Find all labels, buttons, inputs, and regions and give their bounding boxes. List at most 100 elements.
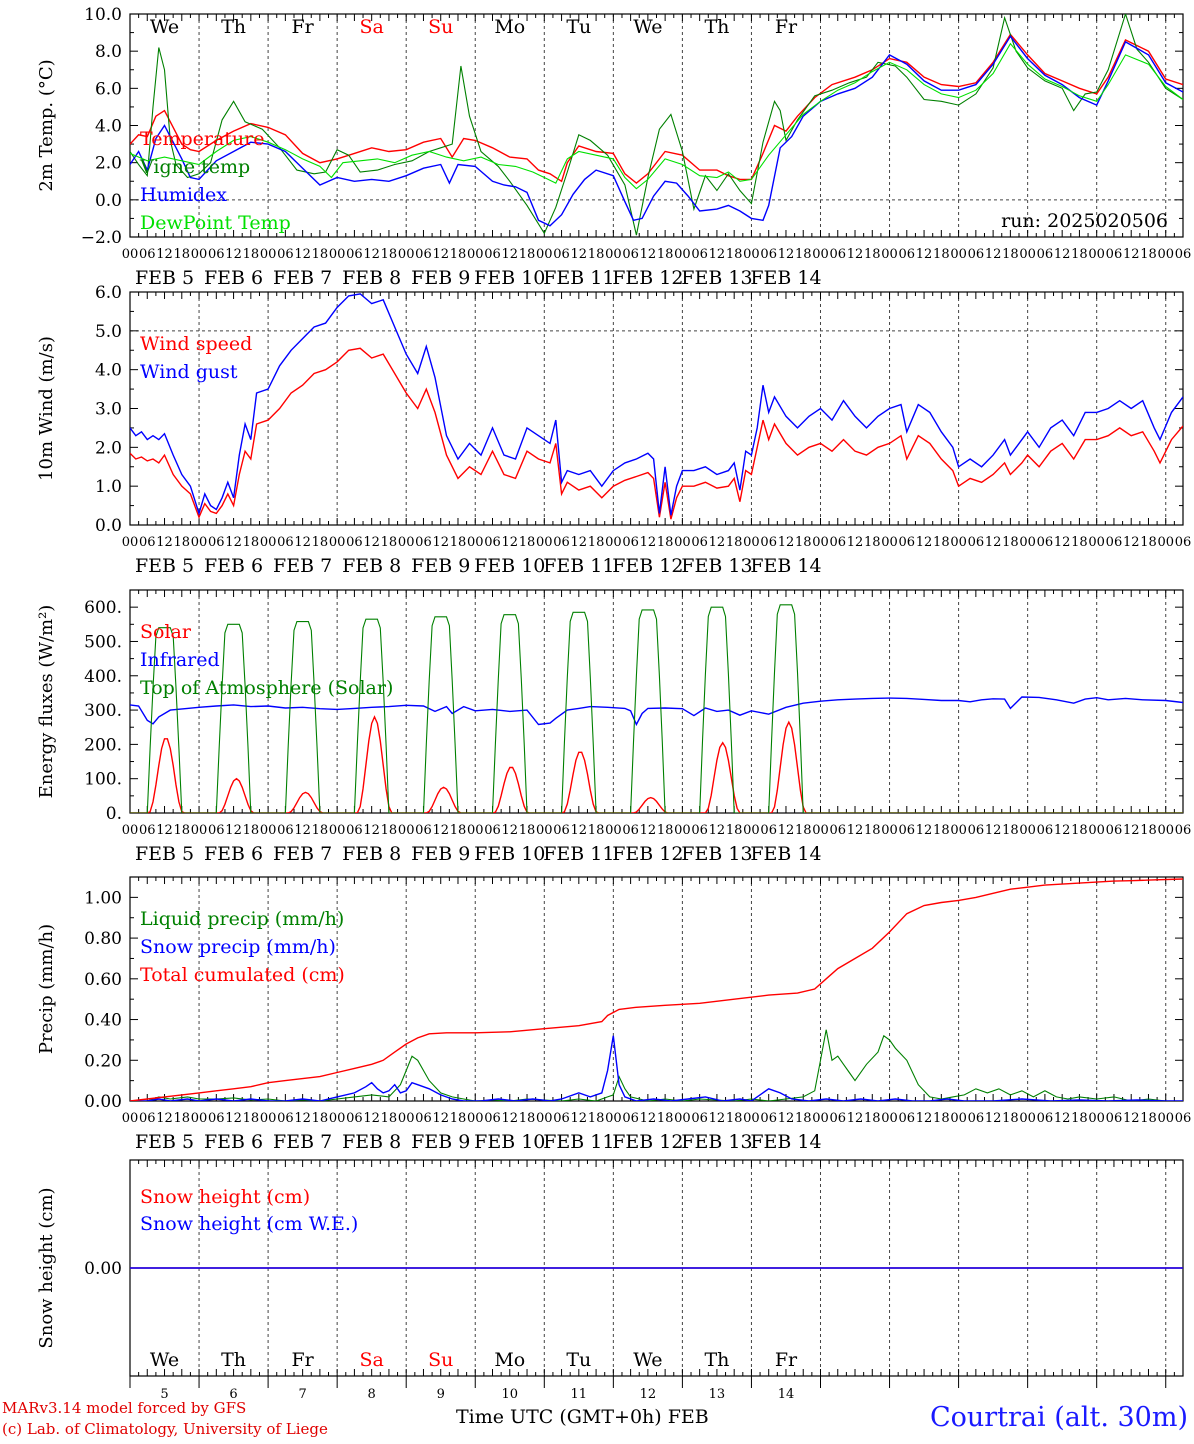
hour-tick-label: 12 bbox=[778, 535, 795, 550]
hour-tick-label: 18 bbox=[864, 1111, 881, 1126]
hour-tick-label: 06 bbox=[1106, 823, 1123, 838]
hour-tick-label: 18 bbox=[312, 823, 329, 838]
hour-tick-label: 06 bbox=[139, 823, 156, 838]
day-name: Sa bbox=[360, 1349, 384, 1371]
hour-tick-label: 06 bbox=[139, 1111, 156, 1126]
day-name: Th bbox=[704, 16, 729, 38]
series-line-dewpoint-temp bbox=[130, 42, 1183, 190]
hour-tick-label: 06 bbox=[553, 247, 570, 262]
hour-tick-label: 06 bbox=[622, 247, 639, 262]
hour-tick-label: 00 bbox=[1157, 823, 1174, 838]
hour-tick-label: 12 bbox=[778, 247, 795, 262]
hour-tick-label: 00 bbox=[605, 823, 622, 838]
hour-tick-label: 00 bbox=[260, 535, 277, 550]
hour-tick-label: 12 bbox=[778, 1111, 795, 1126]
hour-tick-label: 18 bbox=[795, 1111, 812, 1126]
hour-tick-label: 00 bbox=[1157, 535, 1174, 550]
hour-tick-label: 06 bbox=[622, 823, 639, 838]
hour-tick-label: 12 bbox=[225, 1111, 242, 1126]
y-tick-label: 0.00 bbox=[84, 1259, 122, 1279]
day-name: Sa bbox=[360, 16, 384, 38]
hour-tick-label: 18 bbox=[1002, 247, 1019, 262]
day-name: Fr bbox=[775, 16, 798, 38]
hour-tick-label: 18 bbox=[1140, 247, 1157, 262]
day-name: We bbox=[633, 16, 662, 38]
legend-entry: Total cumulated (cm) bbox=[140, 964, 345, 986]
hour-tick-label: 18 bbox=[795, 535, 812, 550]
day-name: Th bbox=[221, 16, 246, 38]
date-label: FEB 6 bbox=[204, 555, 263, 577]
y-tick-label: 10.0 bbox=[84, 5, 122, 25]
hour-tick-label: 18 bbox=[174, 1111, 191, 1126]
hour-tick-label: 12 bbox=[1123, 1111, 1140, 1126]
hour-tick-label: 06 bbox=[1175, 823, 1192, 838]
hour-tick-label: 18 bbox=[933, 1111, 950, 1126]
date-label: FEB 9 bbox=[411, 267, 470, 289]
hour-tick-label: 18 bbox=[726, 535, 743, 550]
hour-tick-label: 18 bbox=[588, 535, 605, 550]
hour-tick-label: 00 bbox=[881, 823, 898, 838]
hour-tick-label: 18 bbox=[174, 247, 191, 262]
hour-tick-label: 00 bbox=[743, 823, 760, 838]
date-label: FEB 5 bbox=[135, 555, 194, 577]
day-number: 10 bbox=[501, 1387, 518, 1402]
day-name: Th bbox=[221, 1349, 246, 1371]
hour-tick-label: 06 bbox=[899, 823, 916, 838]
y-tick-label: 4.0 bbox=[95, 117, 122, 137]
hour-tick-label: 00 bbox=[122, 1111, 139, 1126]
hour-tick-label: 12 bbox=[225, 823, 242, 838]
hour-tick-label: 06 bbox=[899, 247, 916, 262]
hour-tick-label: 12 bbox=[432, 247, 449, 262]
hour-tick-label: 06 bbox=[208, 823, 225, 838]
hour-tick-label: 00 bbox=[536, 247, 553, 262]
day-number: 13 bbox=[709, 1387, 726, 1402]
series-line-vigne-temp bbox=[130, 14, 1183, 236]
date-label: FEB 9 bbox=[411, 843, 470, 865]
hour-tick-label: 06 bbox=[277, 247, 294, 262]
y-tick-label: 100. bbox=[84, 770, 122, 790]
hour-tick-label: 18 bbox=[450, 535, 467, 550]
hour-tick-label: 06 bbox=[691, 823, 708, 838]
hour-tick-label: 18 bbox=[312, 247, 329, 262]
hour-tick-label: 12 bbox=[1054, 1111, 1071, 1126]
hour-tick-label: 12 bbox=[709, 823, 726, 838]
hour-tick-label: 18 bbox=[657, 1111, 674, 1126]
hour-tick-label: 06 bbox=[968, 1111, 985, 1126]
x-axis-title: Time UTC (GMT+0h) FEB bbox=[456, 1406, 709, 1428]
hour-tick-label: 12 bbox=[985, 535, 1002, 550]
hour-tick-label: 18 bbox=[450, 823, 467, 838]
date-label: FEB 6 bbox=[204, 843, 263, 865]
hour-tick-label: 18 bbox=[1071, 535, 1088, 550]
date-label: FEB 8 bbox=[342, 267, 401, 289]
legend-entry: Infrared bbox=[140, 649, 220, 671]
y-tick-label: 300. bbox=[84, 701, 122, 721]
hour-tick-label: 00 bbox=[191, 535, 208, 550]
hour-tick-label: 12 bbox=[1054, 247, 1071, 262]
hour-tick-label: 00 bbox=[536, 1111, 553, 1126]
hour-tick-label: 06 bbox=[277, 535, 294, 550]
date-label: FEB 10 bbox=[474, 1131, 545, 1153]
y-tick-label: 0.60 bbox=[84, 970, 122, 990]
hour-tick-label: 00 bbox=[260, 823, 277, 838]
date-label: FEB 8 bbox=[342, 1131, 401, 1153]
y-tick-label: 6.0 bbox=[95, 79, 122, 99]
legend-entry: Vigne temp bbox=[139, 156, 250, 178]
date-label: FEB 5 bbox=[135, 1131, 194, 1153]
hour-tick-label: 00 bbox=[881, 247, 898, 262]
y-tick-label: 0.00 bbox=[84, 1092, 122, 1112]
day-name: Su bbox=[428, 1349, 453, 1371]
date-label: FEB 13 bbox=[681, 1131, 752, 1153]
date-label: FEB 13 bbox=[681, 843, 752, 865]
hour-tick-label: 18 bbox=[726, 823, 743, 838]
series-line-total-cumulated-cm bbox=[130, 878, 1183, 1101]
hour-tick-label: 00 bbox=[812, 1111, 829, 1126]
series-line-wind-speed bbox=[130, 347, 1183, 520]
hour-tick-label: 12 bbox=[985, 823, 1002, 838]
hour-tick-label: 12 bbox=[847, 823, 864, 838]
model-credit: MARv3.14 model forced by GFS bbox=[2, 1399, 247, 1417]
hour-tick-label: 00 bbox=[950, 1111, 967, 1126]
hour-tick-label: 12 bbox=[432, 823, 449, 838]
hour-tick-label: 06 bbox=[346, 247, 363, 262]
series-line-humidex bbox=[130, 35, 1183, 227]
hour-tick-label: 06 bbox=[1175, 247, 1192, 262]
